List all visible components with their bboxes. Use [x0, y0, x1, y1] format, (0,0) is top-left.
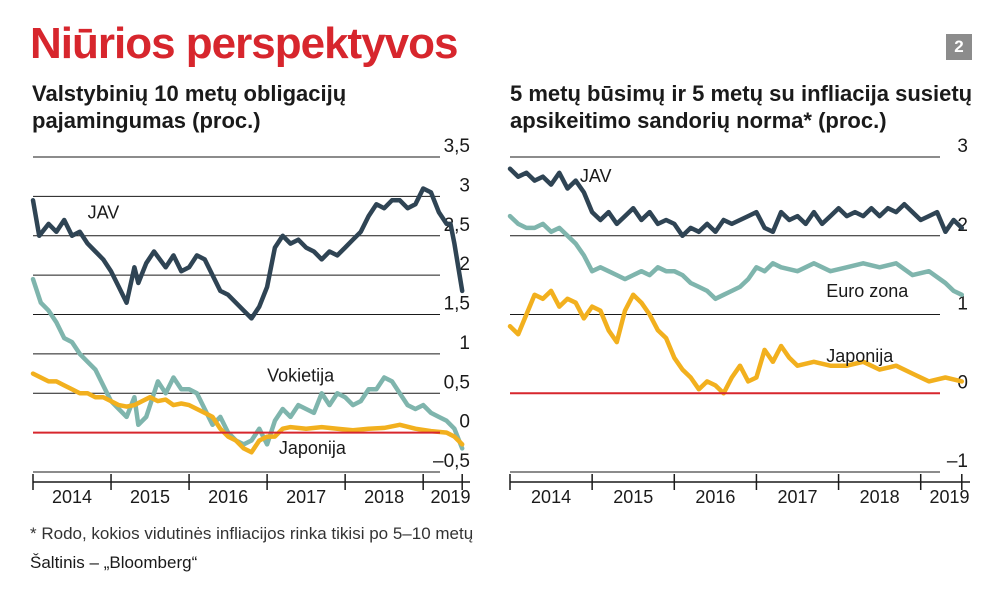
source-note: Šaltinis – „Bloomberg“	[30, 553, 198, 572]
left-x-tick-label: 2016	[208, 487, 248, 507]
right-series-line-euro-zona	[507, 213, 965, 302]
right-series-label: Euro zona	[826, 281, 909, 301]
right-chart-title-line-1: 5 metų būsimų ir 5 metų su infliacija su…	[510, 81, 973, 106]
left-chart-title-line-2: pajamingumas (proc.)	[32, 108, 261, 133]
left-series-line-vokietija	[30, 276, 465, 451]
footnote: * Rodo, kokios vidutinės infliacijos rin…	[30, 524, 474, 543]
left-chart-title: Valstybinių 10 metų obligacijų pajamingu…	[32, 80, 472, 134]
right-y-tick-label: –1	[947, 451, 968, 472]
right-chart-title: 5 metų būsimų ir 5 metų su infliacija su…	[510, 80, 990, 134]
left-x-tick-label: 2015	[130, 487, 170, 507]
page-number-badge: 2	[946, 34, 972, 60]
left-x-tick-label: 2018	[364, 487, 404, 507]
right-x-tick-label: 2017	[777, 487, 817, 507]
right-series-line-jav	[507, 166, 965, 239]
right-y-tick-label: 1	[957, 294, 968, 315]
left-y-tick-label: 0,5	[444, 372, 470, 393]
left-y-tick-label: 1	[459, 333, 470, 354]
right-chart-title-line-2: apsikeitimo sandorių norma* (proc.)	[510, 108, 887, 133]
left-series-label: JAV	[88, 202, 120, 222]
left-y-tick-label: 2	[459, 254, 470, 275]
left-y-tick-label: 3,5	[444, 136, 470, 157]
left-y-tick-label: –0,5	[433, 451, 470, 472]
right-y-tick-label: 3	[957, 136, 968, 157]
right-series-label: JAV	[580, 166, 612, 186]
left-x-tick-label: 2017	[286, 487, 326, 507]
right-x-tick-label: 2016	[695, 487, 735, 507]
left-y-tick-label: 1,5	[444, 294, 470, 315]
headline: Niūrios perspektyvos	[30, 19, 458, 68]
left-series-line-jav	[30, 186, 465, 321]
right-x-tick-label: 2015	[613, 487, 653, 507]
left-series-label: Japonija	[279, 438, 347, 458]
left-series-label: Vokietija	[267, 365, 335, 385]
left-series-line-japonija	[30, 371, 465, 455]
left-x-tick-label: 2019	[430, 487, 470, 507]
left-y-tick-label: 3	[459, 175, 470, 196]
right-x-tick-label: 2019	[929, 487, 969, 507]
right-series-label: Japonija	[826, 346, 894, 366]
left-x-tick-label: 2014	[52, 487, 92, 507]
left-y-tick-label: 0	[459, 412, 470, 433]
left-chart-title-line-1: Valstybinių 10 metų obligacijų	[32, 81, 347, 106]
right-series-line-japonija	[507, 288, 965, 396]
right-x-tick-label: 2018	[860, 487, 900, 507]
right-y-tick-label: 2	[957, 215, 968, 236]
right-x-tick-label: 2014	[531, 487, 571, 507]
